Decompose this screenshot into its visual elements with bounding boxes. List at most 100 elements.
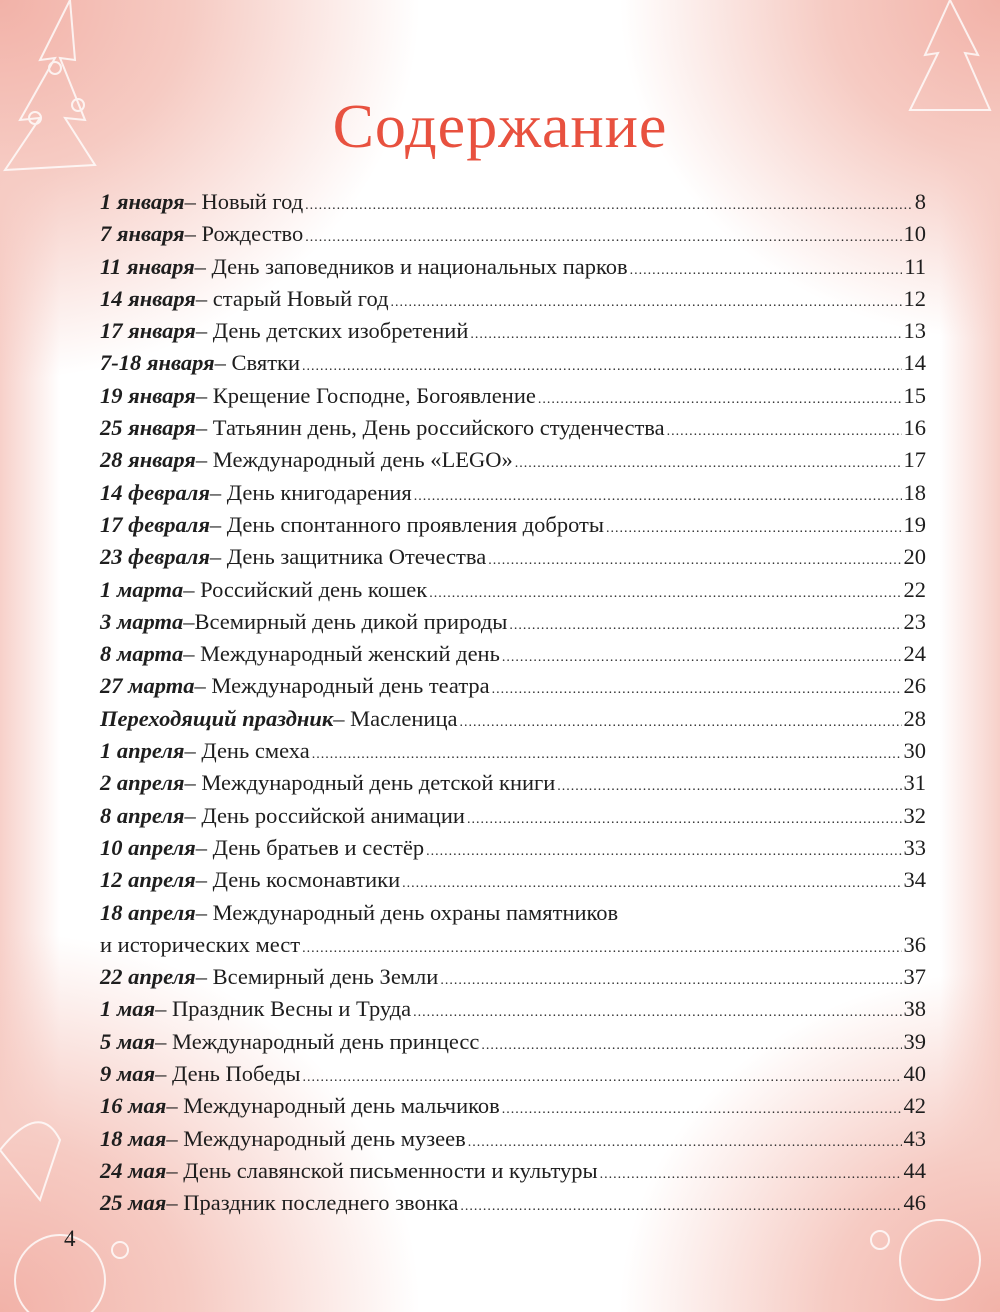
toc-entry[interactable]: 1 мая – Праздник Весны и Труда 38 <box>100 993 926 1025</box>
entry-page: 44 <box>903 1157 927 1183</box>
entry-date: 5 мая <box>100 1028 156 1054</box>
toc-entry[interactable]: 11 января – День заповедников и национал… <box>100 251 926 283</box>
entry-date: 12 апреля <box>100 867 196 893</box>
entry-page: 17 <box>903 447 927 473</box>
entry-title: – Масленица <box>333 705 458 731</box>
entry-date: 8 марта <box>100 641 184 667</box>
toc-entry[interactable]: 12 апреля – День космонавтики 34 <box>100 864 926 896</box>
entry-date: 2 апреля <box>100 770 185 796</box>
leader-dots <box>470 319 901 351</box>
entry-date: 17 февраля <box>100 511 210 537</box>
entry-date: 25 января <box>100 415 196 441</box>
entry-title: – День защитника Отечества <box>209 544 487 570</box>
toc-entry[interactable]: 28 января – Международный день «LEGO» 17 <box>100 444 926 476</box>
entry-title: – День космонавтики <box>195 867 401 893</box>
entry-page: 22 <box>903 576 927 602</box>
entry-date: 8 апреля <box>100 802 185 828</box>
entry-page: 23 <box>903 608 927 634</box>
toc-entry[interactable]: 18 мая – Международный день музеев 43 <box>100 1123 926 1155</box>
entry-date: 14 января <box>100 285 196 311</box>
entry-date: 18 апреля <box>100 899 196 925</box>
entry-date: 24 мая <box>100 1157 167 1183</box>
toc-entry[interactable]: 19 января – Крещение Господне, Богоявлен… <box>100 380 926 412</box>
entry-date: 23 февраля <box>100 544 210 570</box>
toc-entry[interactable]: 7-18 января – Святки 14 <box>100 347 926 379</box>
toc-entry[interactable]: 17 января – День детских изобретений 13 <box>100 315 926 347</box>
entry-page: 13 <box>903 318 927 344</box>
toc-entry[interactable]: 22 апреля – Всемирный день Земли 37 <box>100 961 926 993</box>
entry-date: 18 мая <box>100 1125 167 1151</box>
tree-icon <box>3 0 97 172</box>
leader-dots <box>426 836 901 868</box>
toc-entry[interactable]: 8 апреля – День российской анимации 32 <box>100 800 926 832</box>
leader-dots <box>413 997 901 1029</box>
leader-dots <box>460 1191 901 1223</box>
entry-title: – старый Новый год <box>195 285 389 311</box>
entry-title: – День детских изобретений <box>195 318 469 344</box>
toc-entry[interactable]: 25 мая – Праздник последнего звонка 46 <box>100 1187 926 1219</box>
leader-dots <box>467 804 902 836</box>
entry-date: 17 января <box>100 318 196 344</box>
toc-entry[interactable]: Переходящий праздник – Масленица 28 <box>100 703 926 735</box>
entry-page: 31 <box>903 770 927 796</box>
leader-dots <box>492 674 902 706</box>
toc-entry[interactable]: 14 февраля – День книгодарения 18 <box>100 477 926 509</box>
toc-entry[interactable]: 8 марта – Международный женский день 24 <box>100 638 926 670</box>
entry-page: 37 <box>903 964 927 990</box>
toc-entry[interactable]: 10 апреля – День братьев и сестёр 33 <box>100 832 926 864</box>
entry-page: 30 <box>903 738 927 764</box>
entry-title: – День смеха <box>184 738 310 764</box>
leader-dots <box>502 1094 902 1126</box>
entry-page: 38 <box>903 996 927 1022</box>
leader-dots <box>557 771 901 803</box>
page-number: 4 <box>64 1226 76 1251</box>
entry-date: 3 марта <box>100 608 184 634</box>
entry-page: 28 <box>903 705 927 731</box>
toc-entry[interactable]: 16 мая – Международный день мальчиков 42 <box>100 1090 926 1122</box>
toc-entry[interactable]: 25 января – Татьянин день, День российск… <box>100 412 926 444</box>
entry-page: 10 <box>903 221 927 247</box>
leader-dots <box>606 513 902 545</box>
entry-date: Переходящий праздник <box>100 705 334 731</box>
toc-entry[interactable]: 1 марта – Российский день кошек 22 <box>100 574 926 606</box>
entry-title: – День книгодарения <box>209 479 412 505</box>
tree-icon <box>908 0 992 111</box>
entry-page: 11 <box>904 253 926 279</box>
entry-date: 14 февраля <box>100 479 210 505</box>
toc-entry[interactable]: 14 января – старый Новый год 12 <box>100 283 926 315</box>
toc-entry[interactable]: 7 января – Рождество 10 <box>100 218 926 250</box>
entry-page: 40 <box>903 1061 927 1087</box>
leader-dots <box>459 707 901 739</box>
entry-date: 22 апреля <box>100 964 196 990</box>
entry-title: – Святки <box>214 350 301 376</box>
toc-entry[interactable]: 5 мая – Международный день принцесс 39 <box>100 1026 926 1058</box>
entry-title: – День заповедников и национальных парко… <box>194 253 628 279</box>
entry-title: – Международный день мальчиков <box>166 1093 500 1119</box>
toc-entry[interactable]: 9 мая – День Победы 40 <box>100 1058 926 1090</box>
toc-entry[interactable]: 18 апреля – Международный день охраны па… <box>100 897 926 929</box>
leader-dots <box>515 448 902 480</box>
toc-entry[interactable]: 1 апреля – День смеха 30 <box>100 735 926 767</box>
entry-title: – Международный день охраны памятников <box>195 899 619 925</box>
toc-entry[interactable]: 17 февраля – День спонтанного проявления… <box>100 509 926 541</box>
toc-entry[interactable]: 23 февраля – День защитника Отечества 20 <box>100 541 926 573</box>
entry-title: – День российской анимации <box>184 802 465 828</box>
toc-entry[interactable]: 2 апреля – Международный день детской кн… <box>100 767 926 799</box>
toc-entry[interactable]: 3 марта –Всемирный день дикой природы 23 <box>100 606 926 638</box>
leader-dots <box>481 1030 901 1062</box>
toc-entry[interactable]: 1 января – Новый год 8 <box>100 186 926 218</box>
entry-title: – Международный день музеев <box>166 1125 466 1151</box>
entry-title: – Праздник последнего звонка <box>166 1190 459 1216</box>
entry-date: 9 мая <box>100 1061 156 1087</box>
toc-entry[interactable]: 27 марта – Международный день театра 26 <box>100 670 926 702</box>
entry-date: 16 мая <box>100 1093 167 1119</box>
entry-date: 1 апреля <box>100 738 185 764</box>
toc-entry[interactable]: 24 мая – День славянской письменности и … <box>100 1155 926 1187</box>
entry-date: 19 января <box>100 382 196 408</box>
leader-dots <box>440 965 901 997</box>
page-title: Содержание <box>332 93 668 161</box>
entry-date: 27 марта <box>100 673 195 699</box>
leader-dots <box>630 255 903 287</box>
entry-page: 43 <box>903 1125 927 1151</box>
entry-title: – Международный день театра <box>194 673 490 699</box>
